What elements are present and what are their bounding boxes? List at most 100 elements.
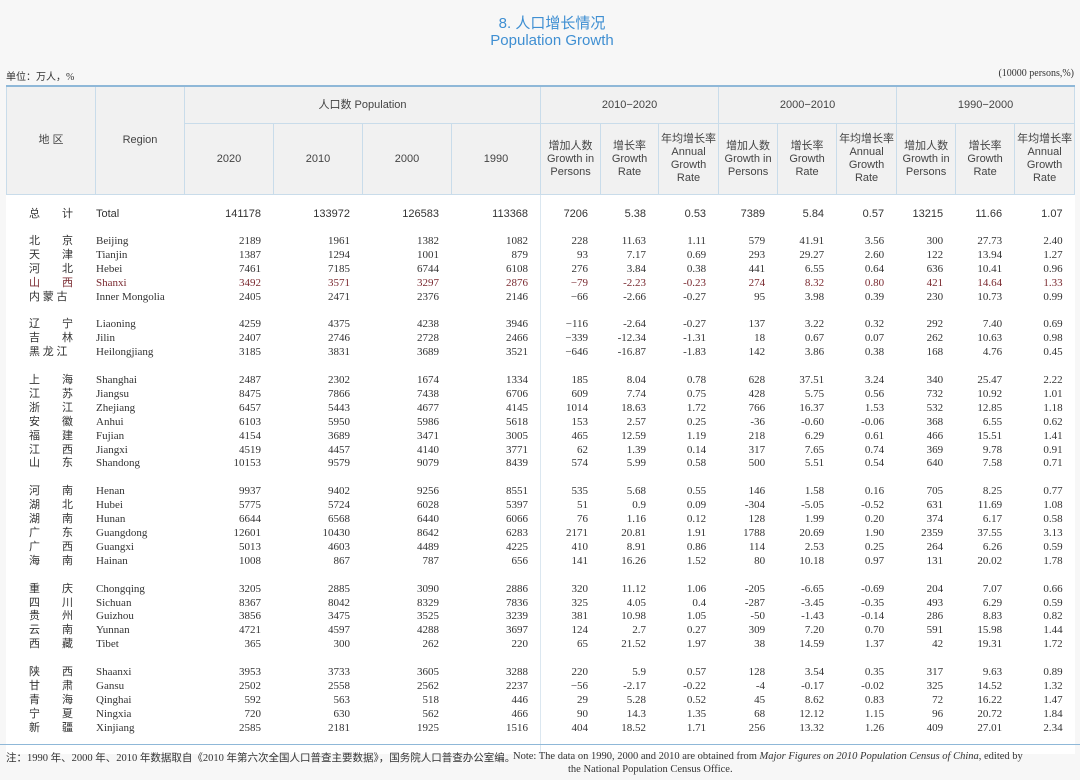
table-row: 广 西 Guangxi 5013 4603 4489 4225 410 8.91 0.86 114… [6, 540, 1075, 555]
value-cell: 5775 [184, 499, 274, 514]
table-row: 湖 北 Hubei 5775 5724 6028 5397 51 0.9 0.09 -304 -5.… [6, 499, 1075, 514]
value-cell: 20.02 [955, 554, 1015, 569]
value-cell: -0.27 [658, 318, 719, 333]
value-cell: 3605 [362, 666, 452, 680]
value-cell: 146 [718, 485, 778, 500]
empty-cell [95, 304, 185, 319]
value-cell: -50 [718, 610, 778, 625]
value-cell: 5986 [362, 415, 452, 430]
header-period-2010-2020: 2010−2020 [540, 85, 720, 124]
value-cell: 879 [450, 248, 541, 263]
value-cell: 25.47 [955, 374, 1015, 388]
value-cell: 466 [450, 707, 541, 722]
empty-cell [600, 652, 659, 667]
value-cell: 20.81 [600, 526, 659, 541]
value-cell: 0.38 [658, 262, 719, 277]
value-cell: 68 [718, 707, 778, 722]
value-cell: 465 [540, 429, 601, 444]
value-cell: 6.29 [955, 596, 1015, 611]
value-cell: 0.61 [836, 429, 897, 444]
value-cell: 141178 [184, 194, 274, 235]
table-row: 河 北 Hebei 7461 7185 6744 6108 276 3.84 0.38 441 6.… [6, 262, 1075, 277]
empty-cell [540, 652, 601, 667]
value-cell: 0.57 [658, 666, 719, 680]
value-cell: 421 [896, 276, 956, 291]
value-cell: 276 [540, 262, 601, 277]
value-cell: 0.96 [1014, 262, 1075, 277]
value-cell: 0.56 [836, 387, 897, 402]
value-cell: 562 [362, 707, 452, 722]
value-cell: 5397 [450, 499, 541, 514]
value-cell: 1.90 [836, 526, 897, 541]
value-cell: 1925 [362, 721, 452, 736]
value-cell: −66 [540, 290, 601, 305]
empty-cell [1014, 652, 1075, 667]
spacer-row [6, 471, 1075, 486]
value-cell: 0.12 [658, 513, 719, 527]
value-cell: 16.37 [777, 401, 837, 416]
value-cell: 1516 [450, 721, 541, 736]
value-cell: -304 [718, 499, 778, 514]
value-cell: 9937 [184, 485, 274, 500]
value-cell: 2.57 [600, 415, 659, 430]
value-cell: 4457 [273, 443, 363, 458]
empty-cell [362, 360, 452, 375]
value-cell: 1334 [450, 374, 541, 388]
empty-cell [6, 568, 96, 583]
value-cell: 636 [896, 262, 956, 277]
value-cell: 220 [450, 638, 541, 653]
value-cell: -0.27 [658, 290, 719, 305]
value-cell: 1.18 [1014, 401, 1075, 416]
value-cell: 7.40 [955, 318, 1015, 333]
value-cell: 38 [718, 638, 778, 653]
value-cell: 8.83 [955, 610, 1015, 625]
value-cell: -16.87 [600, 346, 659, 361]
value-cell: 27.01 [955, 721, 1015, 736]
header-sub-en: Annual Growth Rate [670, 146, 707, 184]
empty-cell [777, 360, 837, 375]
region-cn: 上 海 [6, 374, 96, 388]
empty-cell [1014, 304, 1075, 319]
value-cell: -0.22 [658, 679, 719, 694]
value-cell: 256 [718, 721, 778, 736]
value-cell: 3.24 [836, 374, 897, 388]
value-cell: 1.78 [1014, 554, 1075, 569]
note-divider [0, 744, 1080, 745]
region-cn: 北 京 [6, 235, 96, 249]
value-cell: 441 [718, 262, 778, 277]
value-cell: 9.78 [955, 443, 1015, 458]
value-cell: 365 [184, 638, 274, 653]
value-cell: 2237 [450, 679, 541, 694]
value-cell: 7866 [273, 387, 363, 402]
value-cell: 2.34 [1014, 721, 1075, 736]
header-year-2010: 2010 [273, 123, 363, 195]
value-cell: 42 [896, 638, 956, 653]
value-cell: 0.89 [1014, 666, 1075, 680]
value-cell: 0.59 [1014, 596, 1075, 611]
value-cell: 1.84 [1014, 707, 1075, 722]
empty-cell [955, 360, 1015, 375]
value-cell: 1.47 [1014, 693, 1075, 708]
value-cell: 7438 [362, 387, 452, 402]
value-cell: 1.27 [1014, 248, 1075, 263]
value-cell: 14.59 [777, 638, 837, 653]
empty-cell [955, 652, 1015, 667]
empty-cell [836, 652, 897, 667]
header-year-2000: 2000 [362, 123, 452, 195]
region-en: Guizhou [95, 610, 185, 625]
value-cell: 0.32 [836, 318, 897, 333]
value-cell: -0.23 [658, 276, 719, 291]
value-cell: -6.65 [777, 582, 837, 597]
region-en: Hainan [95, 554, 185, 569]
value-cell: 720 [184, 707, 274, 722]
value-cell: 3492 [184, 276, 274, 291]
value-cell: 0.99 [1014, 290, 1075, 305]
value-cell: 0.58 [1014, 513, 1075, 527]
region-cn: 四 川 [6, 596, 96, 611]
header-sub-cn: 年均增长率 [661, 133, 717, 145]
table-row: 青 海 Qinghai 592 563 518 446 29 5.28 0.52 45 8.62 0.… [6, 693, 1075, 708]
value-cell: 228 [540, 235, 601, 249]
value-cell: 0.09 [658, 499, 719, 514]
value-cell: 4288 [362, 624, 452, 639]
table-row: 黑 龙 江 Heilongjiang 3185 3831 3689 3521 −646 -16… [6, 346, 1075, 361]
